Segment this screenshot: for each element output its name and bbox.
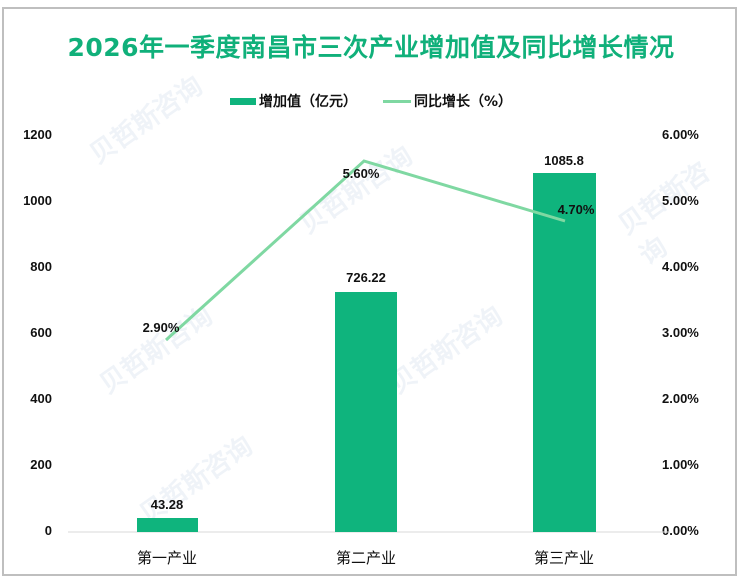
right-axis-tick: 4.00% (662, 259, 699, 274)
chart-title: 2026年一季度南昌市三次产业增加值及同比增长情况 (67, 33, 675, 62)
left-axis-tick: 600 (30, 325, 52, 340)
line-value-label: 4.70% (557, 202, 595, 217)
left-axis-tick: 0 (44, 523, 52, 538)
right-axis-tick: 3.00% (662, 325, 699, 340)
legend-bar-label: 增加值（亿元） (258, 94, 357, 110)
right-axis-tick: 0.00% (662, 523, 699, 538)
bar-value-label: 1085.8 (544, 153, 584, 168)
line-swatch-icon (382, 99, 411, 103)
left-axis-tick: 1000 (23, 193, 52, 208)
line-value-label: 2.90% (142, 320, 180, 335)
legend-line-label: 同比增长（%） (413, 94, 513, 110)
left-axis-tick: 400 (30, 391, 52, 406)
bar-value-label: 43.28 (150, 497, 184, 512)
bar-primary-industry[interactable] (137, 518, 198, 532)
bar-tertiary-industry[interactable] (533, 173, 596, 532)
growth-line[interactable] (164, 159, 566, 342)
left-axis-tick: 1200 (23, 127, 52, 142)
category-label: 第三产业 (533, 549, 594, 567)
right-axis-tick: 1.00% (662, 457, 699, 472)
bar-swatch-icon (229, 97, 256, 105)
right-axis-tick: 6.00% (662, 127, 699, 142)
right-axis-tick: 2.00% (662, 391, 699, 406)
bar-value-label: 726.22 (346, 270, 386, 285)
legend: 增加值（亿元） 同比增长（%） (0, 91, 742, 111)
line-value-label: 5.60% (342, 166, 380, 181)
category-label: 第二产业 (335, 549, 396, 567)
legend-item-line[interactable]: 同比增长（%） (382, 91, 513, 111)
bar-secondary-industry[interactable] (335, 292, 397, 532)
category-label: 第一产业 (136, 549, 197, 567)
right-axis-tick: 5.00% (662, 193, 699, 208)
left-axis-tick: 800 (30, 259, 52, 274)
legend-item-bar[interactable]: 增加值（亿元） (229, 91, 357, 111)
left-axis-tick: 200 (30, 457, 52, 472)
